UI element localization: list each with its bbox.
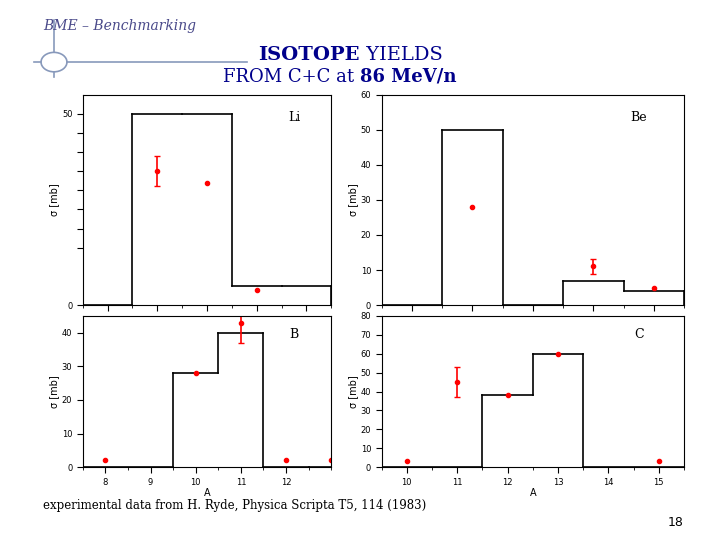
X-axis label: A: A [529,488,536,498]
Text: Be: Be [630,111,647,124]
X-axis label: A: A [529,326,536,336]
Text: experimental data from H. Ryde, Physica Scripta T5, 114 (1983): experimental data from H. Ryde, Physica … [43,500,426,512]
Y-axis label: σ [mb]: σ [mb] [49,375,59,408]
Y-axis label: σ [mb]: σ [mb] [49,184,59,216]
Text: FROM C+C at: FROM C+C at [223,68,360,85]
X-axis label: A: A [204,488,210,498]
Y-axis label: σ [mb]: σ [mb] [348,375,358,408]
Text: YIELDS: YIELDS [360,46,443,64]
Y-axis label: σ [mb]: σ [mb] [348,184,358,216]
Text: C: C [634,328,644,341]
Text: 18: 18 [668,516,684,529]
X-axis label: A: A [204,326,210,336]
Text: BME – Benchmarking: BME – Benchmarking [43,19,196,33]
Text: Li: Li [288,111,300,124]
Text: B: B [289,328,299,341]
Text: 86 MeV/n: 86 MeV/n [360,68,456,85]
Text: ISOTOPE: ISOTOPE [258,46,360,64]
